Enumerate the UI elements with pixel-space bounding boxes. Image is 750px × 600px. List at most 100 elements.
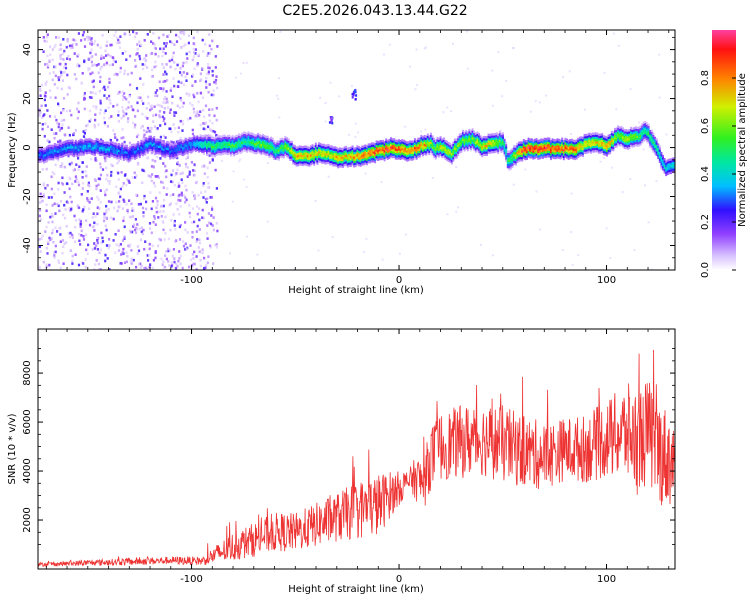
ridge-pixel: [646, 131, 648, 134]
ridge-pixel: [231, 152, 234, 156]
ridge-pixel: [508, 163, 511, 167]
noise-pixel: [46, 62, 49, 66]
ridge-pixel: [377, 154, 380, 157]
ridge-pixel: [658, 149, 661, 152]
ridge-pixel: [476, 149, 479, 152]
ridge-pixel: [594, 145, 597, 148]
ridge-pixel: [60, 155, 63, 158]
ridge-pixel: [86, 149, 88, 153]
noise-pixel: [199, 110, 202, 113]
ridge-pixel: [273, 144, 276, 147]
ridge-pixel: [207, 136, 210, 139]
ridge-pixel: [428, 141, 431, 145]
noise-pixel: [131, 176, 134, 179]
noise-pixel: [126, 255, 129, 258]
ridge-pixel: [361, 150, 364, 153]
ridge-pixel: [409, 142, 412, 145]
ridge-pixel: [428, 137, 431, 140]
ridge-pixel: [537, 153, 540, 156]
ridge-pixel: [105, 141, 108, 145]
ridge-pixel: [86, 145, 88, 148]
noise-pixel: [197, 63, 200, 67]
noise-pixel: [59, 226, 62, 229]
noise-pixel: [99, 248, 102, 251]
ridge-pixel: [450, 159, 453, 163]
ridge-pixel: [409, 157, 412, 161]
noise-pixel: [51, 48, 54, 51]
ridge-pixel: [94, 142, 96, 145]
noise-pixel: [177, 131, 180, 134]
noise-pixel: [130, 202, 133, 206]
ridge-pixel: [441, 144, 444, 148]
ridge-pixel: [441, 138, 444, 141]
noise-pixel: [90, 157, 93, 161]
noise-pixel: [52, 71, 55, 74]
ridge-pixel: [570, 140, 573, 144]
ridge-pixel: [327, 159, 330, 162]
noise-pixel: [491, 69, 494, 72]
ridge-pixel: [454, 145, 456, 148]
ridge-pixel: [87, 149, 90, 152]
ridge-pixel: [438, 155, 440, 158]
ridge-pixel: [215, 140, 218, 143]
noise-pixel: [185, 188, 188, 192]
ridge-pixel: [566, 154, 568, 157]
noise-pixel: [94, 113, 97, 116]
noise-pixel: [216, 86, 219, 90]
ridge-pixel: [606, 136, 608, 139]
ridge-pixel: [68, 148, 71, 151]
ridge-pixel: [455, 154, 458, 157]
ridge-pixel: [660, 162, 663, 166]
ridge-pixel: [218, 137, 221, 140]
ridge-pixel: [423, 143, 426, 147]
noise-pixel: [568, 70, 571, 73]
ridge-pixel: [513, 153, 516, 157]
noise-pixel: [146, 33, 149, 36]
ridge-pixel: [559, 157, 562, 160]
noise-pixel: [207, 212, 210, 215]
ridge-pixel: [567, 155, 570, 158]
noise-pixel: [235, 76, 238, 79]
ridge-pixel: [623, 137, 626, 141]
noise-pixel: [58, 129, 62, 132]
ridge-pixel: [532, 148, 535, 151]
ridge-pixel: [194, 149, 197, 153]
ridge-pixel: [410, 158, 413, 161]
ridge-pixel: [406, 145, 408, 149]
ridge-pixel: [135, 143, 138, 146]
noise-pixel: [67, 154, 70, 158]
noise-pixel: [50, 212, 53, 216]
noise-pixel: [165, 193, 168, 196]
ridge-pixel: [70, 153, 72, 156]
ridge-pixel: [58, 151, 61, 154]
noise-pixel: [114, 60, 117, 64]
ridge-pixel: [241, 145, 244, 149]
ridge-pixel: [554, 139, 557, 142]
noise-pixel: [144, 115, 147, 119]
ridge-pixel: [526, 153, 528, 156]
ridge-pixel: [564, 155, 567, 158]
noise-pixel: [107, 208, 110, 211]
ridge-pixel: [233, 142, 236, 146]
ridge-pixel: [130, 157, 133, 160]
noise-pixel: [388, 43, 391, 46]
ridge-pixel: [524, 153, 527, 156]
ridge-pixel: [68, 150, 71, 153]
ridge-pixel: [644, 136, 647, 139]
ridge-pixel: [266, 137, 269, 141]
ridge-pixel: [281, 151, 284, 154]
noise-pixel: [423, 47, 426, 50]
ridge-pixel: [70, 148, 72, 151]
ridge-pixel: [548, 139, 551, 143]
ridge-pixel: [414, 155, 416, 159]
ridge-pixel: [465, 138, 468, 142]
ridge-pixel: [257, 150, 260, 153]
ridge-pixel: [284, 142, 287, 145]
ridge-pixel: [498, 131, 501, 134]
ridge-pixel: [209, 145, 212, 148]
ridge-pixel: [412, 151, 415, 154]
noise-pixel: [105, 228, 108, 232]
ridge-pixel: [180, 150, 183, 153]
ridge-pixel: [497, 140, 500, 143]
ridge-pixel: [212, 141, 215, 144]
